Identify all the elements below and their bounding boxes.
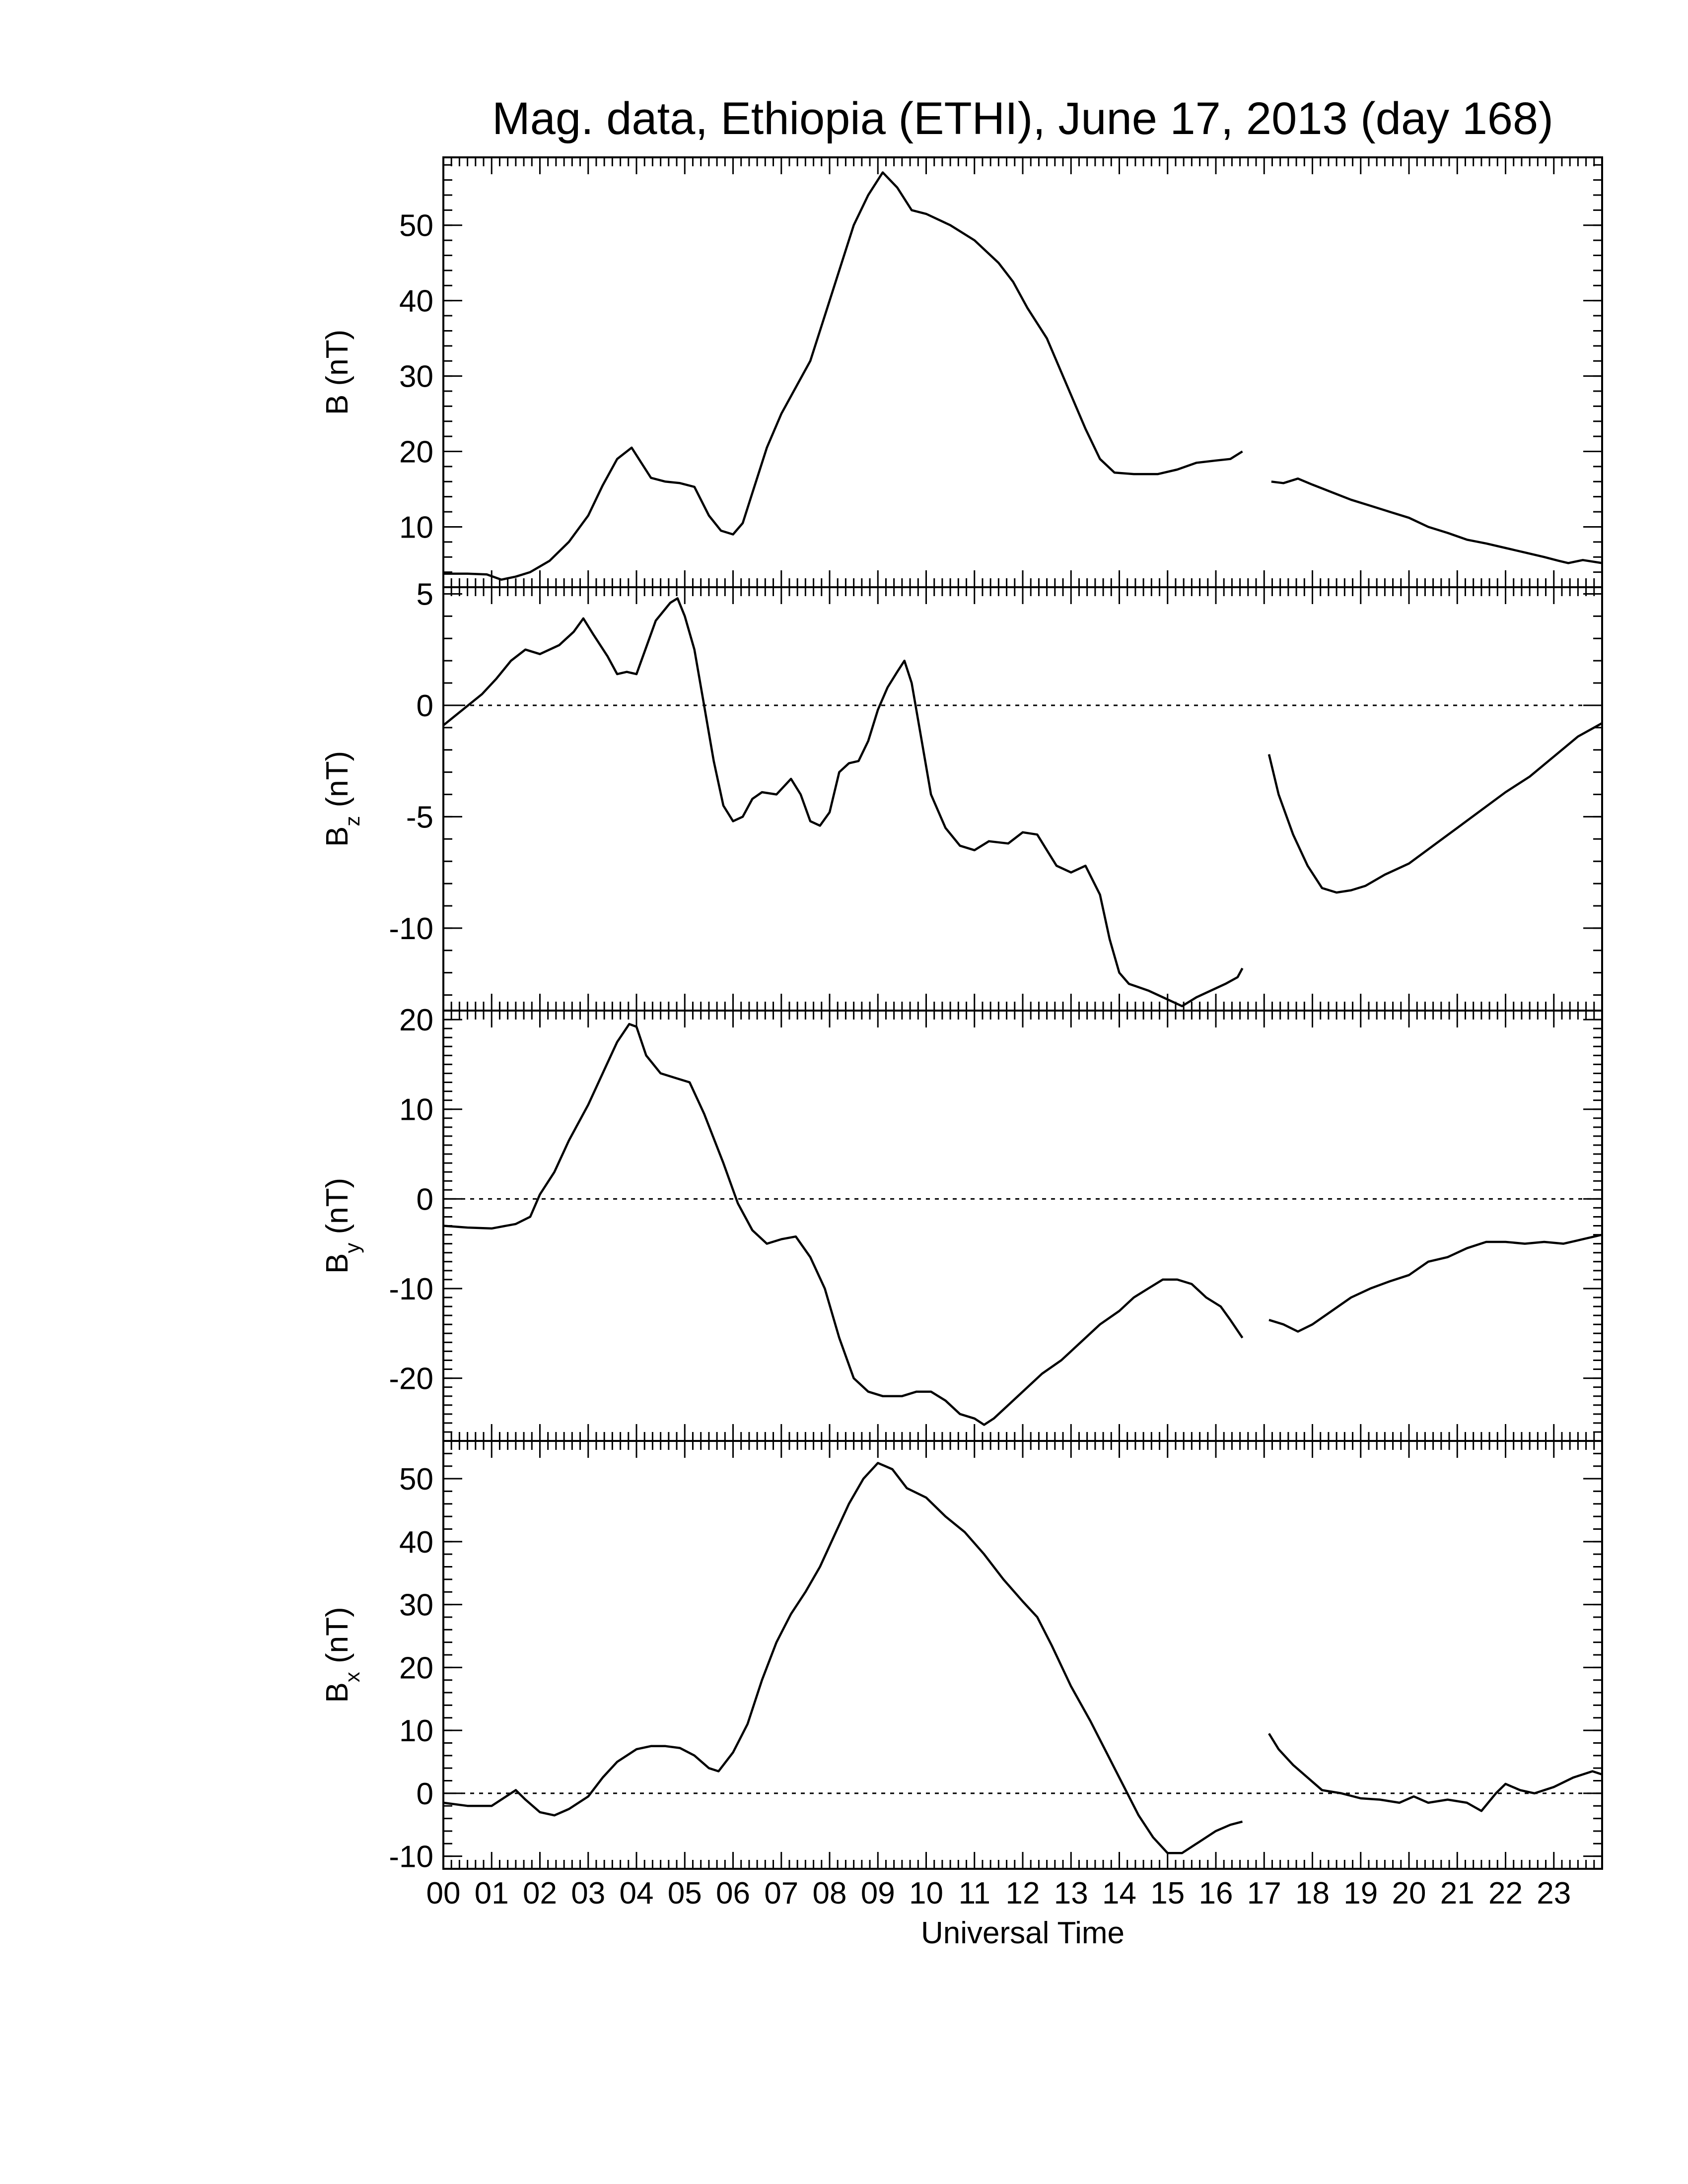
- x-tick-label: 17: [1247, 1876, 1281, 1911]
- panel-frame: [442, 156, 1603, 588]
- x-tick-label: 15: [1150, 1876, 1185, 1911]
- y-tick-label: 30: [399, 360, 433, 394]
- x-tick-label: 09: [861, 1876, 895, 1911]
- series-line: [443, 1023, 1244, 1426]
- y-tick-label: 30: [399, 1588, 433, 1623]
- y-tick-label: -10: [389, 1272, 433, 1306]
- x-tick-label: 23: [1537, 1876, 1571, 1911]
- y-tick-label: 10: [399, 1093, 433, 1127]
- series-line: [442, 597, 1244, 1008]
- y-axis-label: By (nT): [320, 1178, 364, 1274]
- x-tick-label: 07: [764, 1876, 798, 1911]
- x-tick-label: 03: [571, 1876, 605, 1911]
- series-line: [1267, 722, 1603, 894]
- y-tick-label: -20: [389, 1362, 433, 1396]
- series-line: [1271, 477, 1603, 564]
- x-tick-label: 05: [668, 1876, 702, 1911]
- y-tick-label: 0: [417, 1777, 433, 1811]
- x-tick-label: 06: [716, 1876, 750, 1911]
- panel-frame: [442, 586, 1603, 1012]
- y-axis-label: Bz (nT): [320, 751, 364, 847]
- series-line: [443, 171, 1243, 581]
- y-tick-label: -5: [406, 800, 433, 834]
- x-tick-label: 21: [1440, 1876, 1475, 1911]
- y-tick-label: 0: [417, 1182, 433, 1217]
- x-tick-label: 00: [426, 1876, 461, 1911]
- chart-title: Mag. data, Ethiopia (ETHI), June 17, 201…: [492, 93, 1553, 144]
- y-tick-label: 5: [417, 577, 433, 612]
- series-line: [1268, 1733, 1603, 1812]
- x-tick-label: 22: [1488, 1876, 1523, 1911]
- x-tick-label: 18: [1295, 1876, 1330, 1911]
- y-tick-label: 20: [399, 435, 433, 470]
- y-tick-label: -10: [389, 912, 433, 946]
- x-tick-label: 02: [523, 1876, 557, 1911]
- y-tick-label: 20: [399, 1651, 433, 1685]
- x-tick-labels: 00 01 02 03 04 05 06 07 08 09 10 11 12 13 14 15 16 17 18 19…: [426, 1876, 1571, 1911]
- y-tick-label: 40: [399, 1525, 433, 1560]
- x-tick-label: 10: [909, 1876, 943, 1911]
- series-line: [1268, 1233, 1603, 1333]
- panel-frame: [442, 1010, 1603, 1442]
- y-tick-label: -10: [389, 1840, 433, 1874]
- panel-4: 50 40 30 20 10 0 -10 Bx (nT): [320, 1440, 1603, 1874]
- x-tick-label: 11: [959, 1876, 990, 1911]
- x-tick-label: 14: [1102, 1876, 1136, 1911]
- y-tick-label: 50: [399, 1462, 433, 1497]
- panel-1: 10 20 30 40 50 B (nT): [320, 156, 1603, 588]
- y-tick-label: 20: [399, 1003, 433, 1037]
- panel-frame: [442, 1440, 1603, 1870]
- x-tick-label: 16: [1199, 1876, 1233, 1911]
- x-tick-label: 13: [1054, 1876, 1088, 1911]
- y-tick-label: 40: [399, 284, 433, 319]
- x-tick-label: 20: [1392, 1876, 1426, 1911]
- x-tick-label: 04: [620, 1876, 654, 1911]
- panel-2: 5 0 -5 -10 Bz (nT): [320, 577, 1603, 1012]
- x-tick-label: 01: [475, 1876, 509, 1911]
- x-axis-label: Universal Time: [921, 1916, 1125, 1950]
- y-axis-label: B (nT): [320, 330, 354, 415]
- series-line: [443, 1462, 1243, 1854]
- x-tick-label: 19: [1343, 1876, 1378, 1911]
- y-tick-label: 10: [399, 510, 433, 545]
- y-tick-label: 10: [399, 1714, 433, 1748]
- panel-3: 20 10 0 -10 -20 By (nT): [320, 1003, 1603, 1442]
- x-tick-label: 12: [1006, 1876, 1040, 1911]
- x-tick-label: 08: [813, 1876, 847, 1911]
- y-tick-label: 50: [399, 209, 433, 243]
- y-tick-label: 0: [417, 689, 433, 723]
- y-axis-label: Bx (nT): [320, 1607, 364, 1703]
